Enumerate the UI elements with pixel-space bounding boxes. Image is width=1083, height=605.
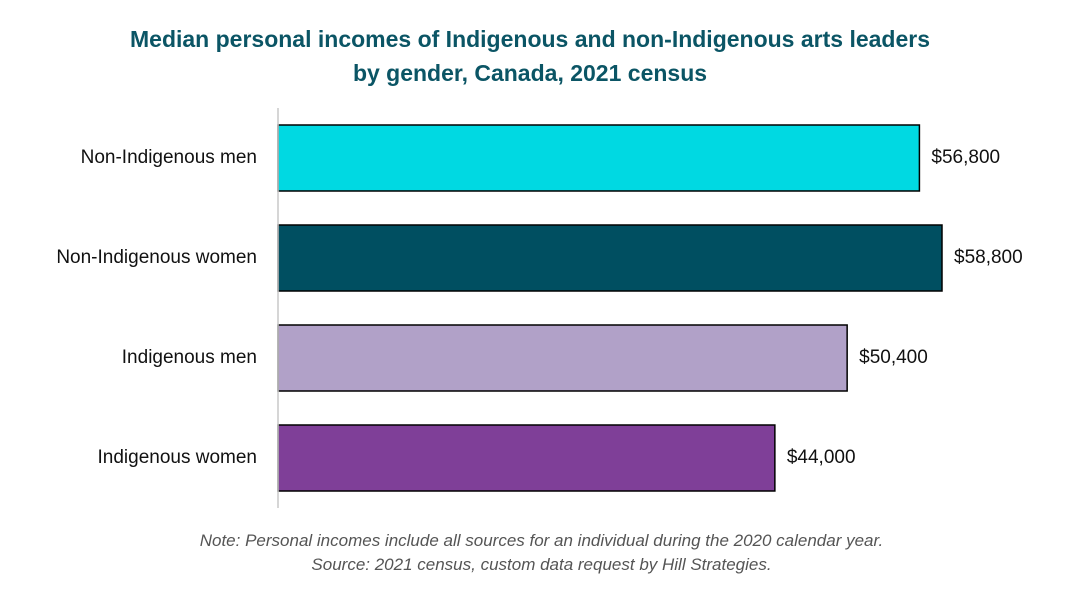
bar <box>277 424 776 492</box>
data-label: $56,800 <box>931 147 1000 168</box>
bar <box>277 324 848 392</box>
source: Source: 2021 census, custom data request… <box>311 555 772 574</box>
data-label: $44,000 <box>787 447 856 468</box>
bar <box>277 124 921 192</box>
y-tick-label: Indigenous women <box>98 447 258 468</box>
bar <box>277 224 943 292</box>
y-tick-label: Non-Indigenous women <box>56 247 257 268</box>
note: Note: Personal incomes include all sourc… <box>199 531 884 550</box>
y-tick-label: Non-Indigenous men <box>81 147 257 168</box>
chart-title: Median personal incomes of Indigenous an… <box>130 26 931 86</box>
y-tick-label: Indigenous men <box>122 347 257 368</box>
data-label: $58,800 <box>954 247 1023 268</box>
data-label: $50,400 <box>859 347 928 368</box>
